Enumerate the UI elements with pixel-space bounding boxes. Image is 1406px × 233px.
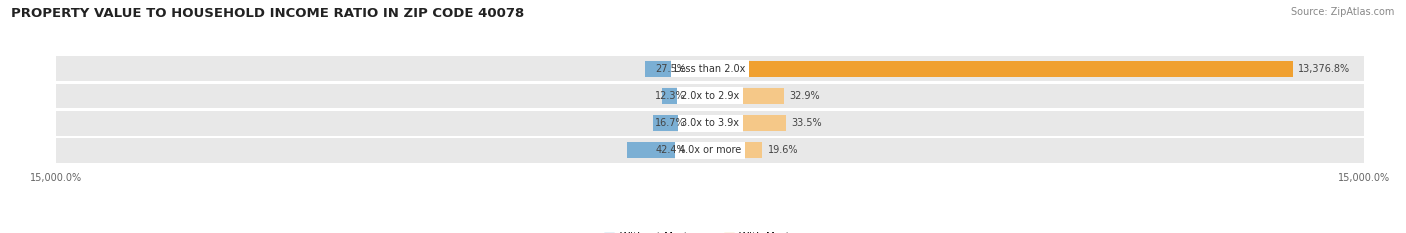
Bar [710, 142, 762, 158]
Text: Source: ZipAtlas.com: Source: ZipAtlas.com [1291, 7, 1395, 17]
Bar [654, 115, 710, 131]
Text: PROPERTY VALUE TO HOUSEHOLD INCOME RATIO IN ZIP CODE 40078: PROPERTY VALUE TO HOUSEHOLD INCOME RATIO… [11, 7, 524, 20]
Text: 2.0x to 2.9x: 2.0x to 2.9x [681, 91, 740, 101]
Bar [56, 138, 1364, 163]
Bar [56, 83, 1364, 108]
Text: 27.5%: 27.5% [655, 64, 686, 74]
Text: 3.0x to 3.9x: 3.0x to 3.9x [681, 118, 740, 128]
Text: 42.4%: 42.4% [655, 145, 686, 155]
Bar [644, 61, 710, 77]
Text: 12.3%: 12.3% [655, 91, 686, 101]
Bar [710, 61, 1294, 77]
Bar [710, 88, 785, 104]
Text: 19.6%: 19.6% [768, 145, 799, 155]
Text: 13,376.8%: 13,376.8% [1298, 64, 1350, 74]
Bar [662, 88, 710, 104]
Legend: Without Mortgage, With Mortgage: Without Mortgage, With Mortgage [600, 228, 820, 233]
Bar [56, 56, 1364, 81]
Text: 32.9%: 32.9% [789, 91, 820, 101]
Text: Less than 2.0x: Less than 2.0x [675, 64, 745, 74]
Text: 33.5%: 33.5% [792, 118, 823, 128]
Bar [627, 142, 710, 158]
Text: 4.0x or more: 4.0x or more [679, 145, 741, 155]
Bar [710, 115, 786, 131]
Bar [56, 111, 1364, 136]
Text: 16.7%: 16.7% [655, 118, 686, 128]
